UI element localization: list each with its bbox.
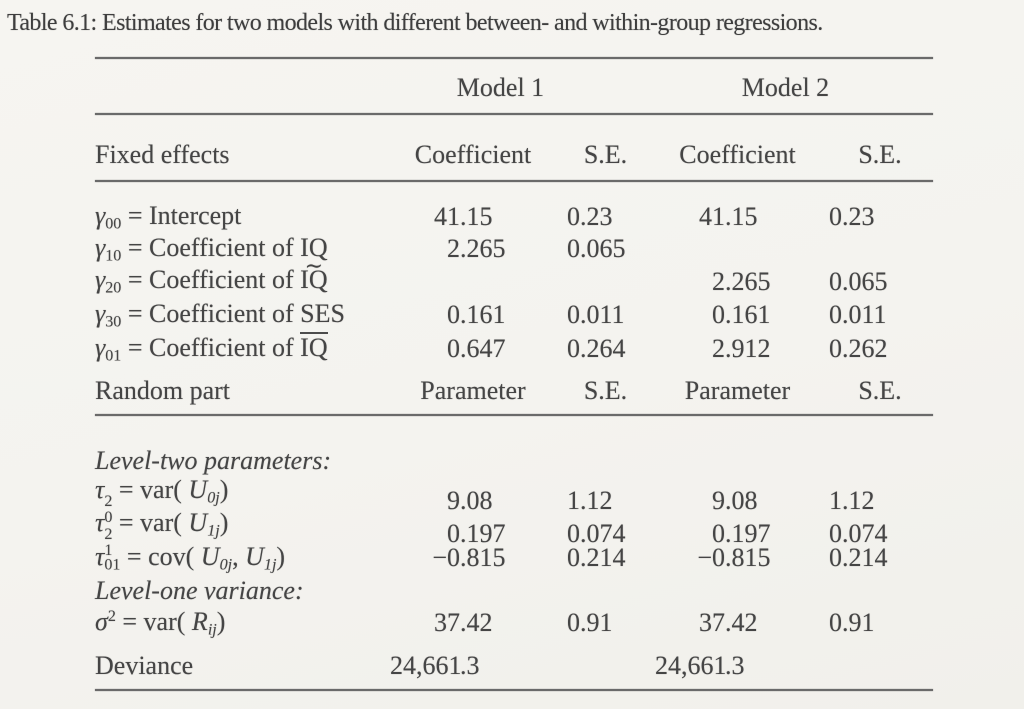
row-label: γ00 = Intercept (95, 200, 242, 233)
m2-se-header: S.E. (858, 139, 902, 169)
cell-m1-se: 0.214 (567, 543, 626, 573)
row-label: γ01 = Coefficient of IQ (95, 332, 328, 365)
rule-under-fixed-header (95, 180, 933, 182)
rule-top (95, 57, 933, 59)
m2-se-header: S.E. (858, 375, 902, 405)
row-sigma2-var: σ2 = var( Rij) 37.42 0.91 37.42 0.91 (95, 607, 940, 640)
cell-m1-se: 0.065 (567, 234, 626, 264)
row-intercept: γ00 = Intercept 41.15 0.23 41.15 0.23 (95, 201, 940, 234)
cell-m2-coefficient: 2.265 (712, 266, 771, 296)
section-label: Level-two parameters: (95, 446, 332, 476)
row-coef-iq-tilde: γ20 = Coefficient of IQ 2.265 0.065 (95, 265, 940, 299)
cell-m1-parameter: 0.197 (447, 518, 506, 548)
cell-m1-se: 0.011 (567, 300, 625, 330)
cell-m2-se: 0.065 (829, 266, 888, 296)
cell-m1-parameter: 37.42 (434, 608, 493, 638)
row-label: σ2 = var( Rij) (95, 606, 226, 639)
cell-m1-deviance: 24,661.3 (390, 650, 480, 680)
section-label: Level-one variance: (95, 576, 304, 606)
section-level-one: Level-one variance: (95, 576, 940, 607)
row-label: γ30 = Coefficient of SES (95, 298, 345, 331)
cell-m1-coefficient: 41.15 (434, 202, 493, 232)
row-label: τ01 = cov( U0j, U1j) (95, 541, 286, 574)
cell-m2-coefficient: 0.161 (712, 300, 771, 330)
m1-se-header: S.E. (583, 375, 628, 405)
cell-m1-parameter: −0.815 (432, 543, 506, 573)
random-part-header-row: Random part Parameter S.E. Parameter S.E… (95, 374, 940, 408)
cell-m2-parameter: −0.815 (697, 543, 771, 573)
cell-m2-coefficient: 2.912 (712, 333, 771, 363)
cell-m2-se: 1.12 (829, 485, 875, 515)
rule-under-random-header (95, 414, 933, 416)
rule-bottom (95, 689, 933, 691)
fixed-effects-header-row: Fixed effects Coefficient S.E. Coefficie… (95, 138, 940, 172)
table-caption: Table 6.1: Estimates for two models with… (7, 10, 823, 36)
cell-m1-se: 0.074 (567, 518, 626, 548)
cell-m2-se: 0.214 (829, 543, 888, 573)
cell-m2-deviance: 24,661.3 (655, 650, 745, 680)
cell-m2-se: 0.23 (829, 202, 875, 232)
cell-m2-parameter: 37.42 (699, 608, 758, 638)
deviance-label: Deviance (95, 650, 194, 680)
cell-m2-se: 0.074 (829, 518, 888, 548)
cell-m1-coefficient: 0.161 (447, 300, 506, 330)
m2-parameter-header: Parameter (684, 375, 791, 405)
m1-parameter-header: Parameter (420, 375, 526, 405)
cell-m2-coefficient: 41.15 (699, 202, 758, 232)
section-level-two: Level-two parameters: (95, 446, 940, 477)
model-header-row: Model 1 Model 2 (95, 70, 940, 106)
m2-coefficient-header: Coefficient (679, 139, 796, 169)
row-label: γ20 = Coefficient of IQ (95, 265, 390, 297)
row-coef-ses: γ30 = Coefficient of SES 0.161 0.011 0.1… (95, 299, 940, 332)
cell-m2-parameter: 0.197 (712, 518, 771, 548)
cell-m1-se: 1.12 (567, 485, 613, 515)
cell-m1-se: 0.264 (567, 333, 626, 363)
cell-m1-parameter: 9.08 (447, 485, 493, 515)
row-label: γ10 = Coefficient of IQ (95, 232, 328, 265)
row-coef-iq: γ10 = Coefficient of IQ 2.265 0.065 (95, 233, 940, 266)
cell-m1-coefficient: 0.647 (447, 333, 506, 363)
cell-m1-se: 0.91 (567, 608, 613, 638)
cell-m1-coefficient: 2.265 (447, 234, 506, 264)
cell-m1-se: 0.23 (567, 202, 613, 232)
m1-se-header: S.E. (583, 139, 628, 169)
random-part-label: Random part (95, 375, 231, 405)
row-coef-iq-bar: γ01 = Coefficient of IQ 0.647 0.264 2.91… (95, 332, 940, 366)
cell-m2-se: 0.011 (829, 300, 887, 330)
m1-coefficient-header: Coefficient (414, 139, 532, 169)
rule-under-model-headers (95, 113, 933, 115)
model2-header: Model 2 (741, 72, 830, 102)
cell-m2-se: 0.91 (829, 608, 875, 638)
fixed-effects-label: Fixed effects (95, 139, 230, 169)
cell-m2-parameter: 9.08 (712, 485, 758, 515)
cell-m2-se: 0.262 (829, 333, 888, 363)
row-tau01-cov: τ01 = cov( U0j, U1j) −0.815 0.214 −0.815… (95, 542, 940, 575)
model1-header: Model 1 (456, 72, 545, 102)
row-deviance: Deviance 24,661.3 24,661.3 (95, 649, 940, 683)
